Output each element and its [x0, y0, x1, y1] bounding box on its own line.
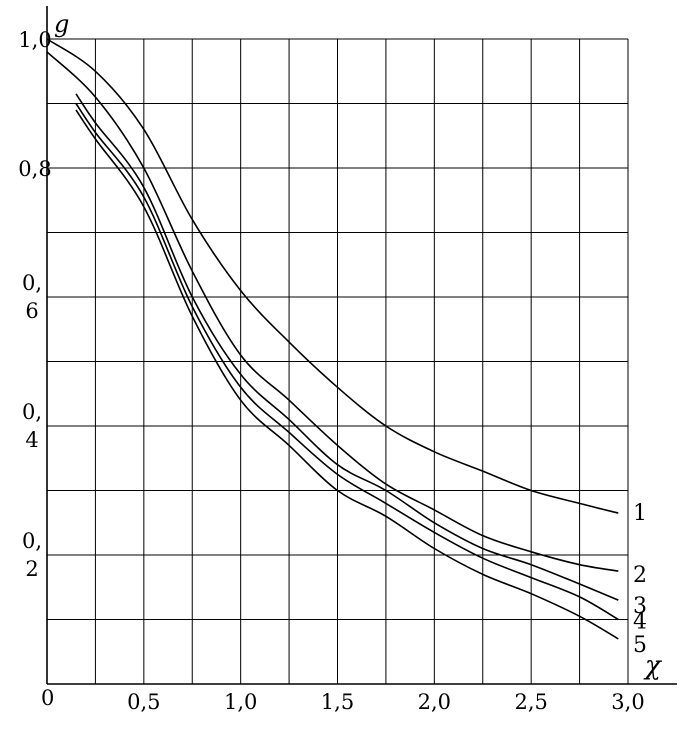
series-group: 1 2 345	[46, 38, 647, 658]
y-tick-label: 0,8	[18, 157, 51, 181]
series-label-3: 3	[633, 594, 647, 619]
x-axis-title: χ	[643, 651, 663, 681]
series-line-5	[75, 109, 619, 640]
x-tick-label: 1,5	[321, 690, 354, 714]
y-tick-label: 0, 2	[22, 529, 42, 581]
series-label-4: 4	[633, 610, 647, 635]
series-line-3	[75, 93, 619, 601]
y-axis-title: g	[54, 10, 69, 38]
x-tick-label: 3,0	[611, 690, 644, 714]
series-label-1: 1	[633, 501, 647, 526]
series-line-4	[75, 103, 619, 621]
series-label-2: 2	[633, 563, 647, 588]
y-tick-label: 1,0	[18, 28, 51, 52]
y-tick-label: 0, 6	[22, 271, 42, 323]
x-tick-label: 2,0	[418, 690, 451, 714]
x-tick-label: 0,5	[127, 690, 160, 714]
series-line-1	[46, 38, 619, 514]
series-label-5: 5	[633, 633, 647, 658]
x-tick-label: 1,0	[224, 690, 257, 714]
x-tick-label: 2,5	[514, 690, 547, 714]
axes	[46, 6, 677, 685]
origin-label: 0	[41, 686, 54, 710]
series-line-2	[46, 51, 619, 572]
labels-group: g χ 0 0,5 1,0 1,5 2,0 2,5 3,0 1,0 0,8 0, 6 0, 4 0, 2	[18, 10, 663, 714]
y-tick-label: 0, 4	[22, 400, 42, 452]
grid	[47, 38, 629, 684]
